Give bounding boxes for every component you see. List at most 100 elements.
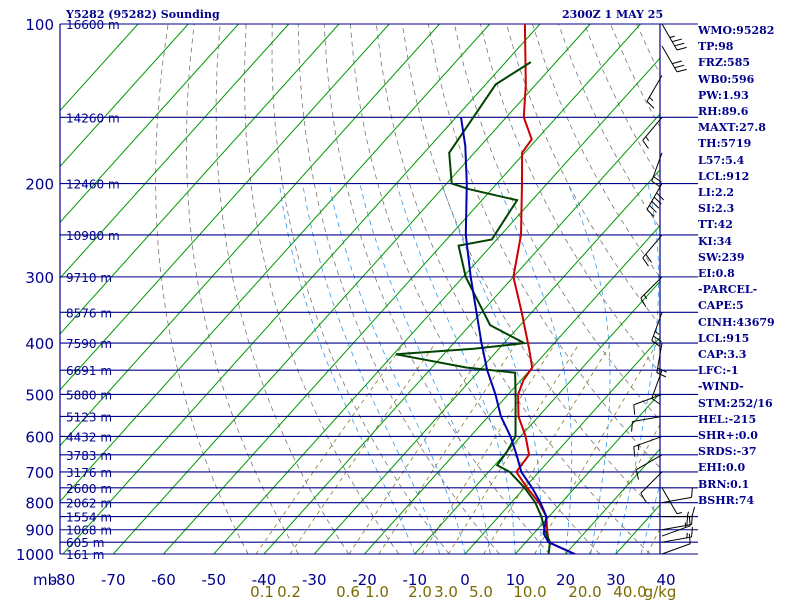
wind-barb-staff <box>642 117 663 141</box>
wind-barb-feather <box>672 60 682 65</box>
sounding-index: LFC:-1 <box>698 364 739 378</box>
height-labels: 16600 m 14260 m 12460 m 10980 m 9710 m 8576 m… <box>66 18 120 562</box>
isotherm-line <box>60 24 491 503</box>
temperature-tick-label: -40 <box>252 571 277 589</box>
pressure-tick-label: 500 <box>25 386 54 404</box>
wind-barb-feather <box>656 372 667 378</box>
mixing-ratio-label: 2.0 <box>408 583 432 600</box>
wind-barb-staff <box>642 234 663 259</box>
wind-barb <box>631 415 663 432</box>
isotherm-line <box>60 24 290 279</box>
moist-adiabat <box>359 183 491 554</box>
pressure-tick-label: 1000 <box>16 546 54 564</box>
wind-barb-feather <box>645 136 650 142</box>
wind-barb-staff <box>661 536 692 543</box>
wind-barb <box>656 343 667 378</box>
wind-barb-feather <box>649 205 657 213</box>
sounding-index: HEL:-215 <box>698 412 757 426</box>
isobars <box>59 23 698 555</box>
wind-barb <box>651 312 663 347</box>
wind-barb-feather <box>654 331 660 335</box>
mixing-ratio-label: 5.0 <box>469 583 493 600</box>
wind-barb-staff <box>661 525 691 537</box>
sounding-index: WMO:95282 <box>698 24 775 37</box>
height-label: 9710 m <box>66 271 112 285</box>
sounding-index: TT:42 <box>698 218 733 232</box>
isotherm-line <box>213 57 660 554</box>
height-label: 3783 m <box>66 449 112 463</box>
height-label: 5123 m <box>66 410 112 424</box>
height-label: 605 m <box>66 536 104 550</box>
height-label: 8576 m <box>66 306 112 320</box>
sounding-index: SHR+:0.0 <box>698 429 758 443</box>
sounding-index: CINH:43679 <box>698 315 775 329</box>
wind-barb <box>635 454 663 480</box>
wind-barb-feather <box>688 515 691 526</box>
temperature-tick-label: 0 <box>460 571 470 589</box>
temperature-tick-label: -20 <box>352 571 377 589</box>
height-label: 4432 m <box>66 430 112 444</box>
pressure-tick-label: 600 <box>25 428 54 446</box>
wind-barb-feather <box>653 393 658 398</box>
wind-barb-feather <box>653 196 662 205</box>
temperature-axis-labels: -80 -70 -60 -50 -40 -30 -20 -10 0 10 20 30 40 <box>51 571 676 589</box>
sounding-index: KI:34 <box>698 234 733 248</box>
wind-barb-staff <box>661 524 692 531</box>
wind-barb-feather <box>643 294 648 300</box>
parcel-trace <box>460 117 577 554</box>
sounding-index: SRDS:-37 <box>698 445 757 459</box>
isotherm-line <box>313 169 660 554</box>
wind-barb-staff <box>633 435 663 448</box>
isotherm-line <box>60 24 440 447</box>
chart-timestamp: 2300Z 1 MAY 25 <box>562 8 664 21</box>
sounding-index: STM:252/16 <box>698 396 773 410</box>
height-label: 14260 m <box>66 111 120 125</box>
wind-barb-feather <box>672 38 682 43</box>
wind-barb-feather <box>651 340 661 347</box>
mixing-ratio-label: g/kg <box>644 583 677 600</box>
pressure-tick-label: 300 <box>25 269 54 287</box>
mixing-ratio-label: 0.1 <box>250 583 274 600</box>
isotherm-line <box>60 24 390 391</box>
height-label: 1068 m <box>66 524 112 538</box>
height-label: 12460 m <box>66 178 120 192</box>
wind-barb <box>661 533 691 555</box>
wind-barb <box>661 487 693 504</box>
wind-barb-feather <box>691 526 693 538</box>
sounding-index: BSHR:74 <box>698 493 755 507</box>
wind-barb-feather <box>676 46 687 51</box>
height-label: 6691 m <box>66 364 112 378</box>
height-label: 7590 m <box>66 337 112 351</box>
sounding-index: LCL:912 <box>698 169 750 183</box>
wind-barb-feather <box>653 176 662 183</box>
wind-barb-feather <box>635 469 640 480</box>
moist-adiabat <box>328 183 466 554</box>
height-label: 2062 m <box>66 497 112 511</box>
sounding-index: CAP:3.3 <box>698 348 747 362</box>
wind-barb-staff <box>651 152 663 182</box>
wind-barb-feather <box>691 487 693 498</box>
isotherm-line <box>60 24 239 224</box>
pressure-tick-label: 700 <box>25 464 54 482</box>
wind-barb-feather <box>674 42 685 47</box>
mixing-ratio-label: 40.0 <box>613 583 646 600</box>
height-label: 1554 m <box>66 511 112 525</box>
wind-barb-feather <box>640 297 647 307</box>
wind-barb-feather <box>640 492 647 503</box>
wind-barb-staff <box>661 543 691 555</box>
temperature-tick-label: 20 <box>556 571 575 589</box>
pressure-tick-label: 100 <box>25 16 54 34</box>
sounding-index: CAPE:5 <box>698 299 744 313</box>
wind-barb-staff <box>661 23 678 51</box>
wind-barb-staff <box>646 75 663 102</box>
temperature-tick-label: 10 <box>506 571 525 589</box>
temperature-tick-label: -70 <box>101 571 126 589</box>
wind-barb-staff <box>640 471 663 494</box>
wind-barb <box>661 487 682 515</box>
sounding-index: BRN:0.1 <box>698 477 750 491</box>
mixing-ratio-labels: 0.1 0.2 0.6 1.0 2.0 3.0 5.0 10.0 20.0 40.0g/kg <box>250 583 676 600</box>
isotherm-line <box>112 24 591 554</box>
wind-barb-feather <box>656 192 665 201</box>
temperature-tick-label: -50 <box>202 571 227 589</box>
